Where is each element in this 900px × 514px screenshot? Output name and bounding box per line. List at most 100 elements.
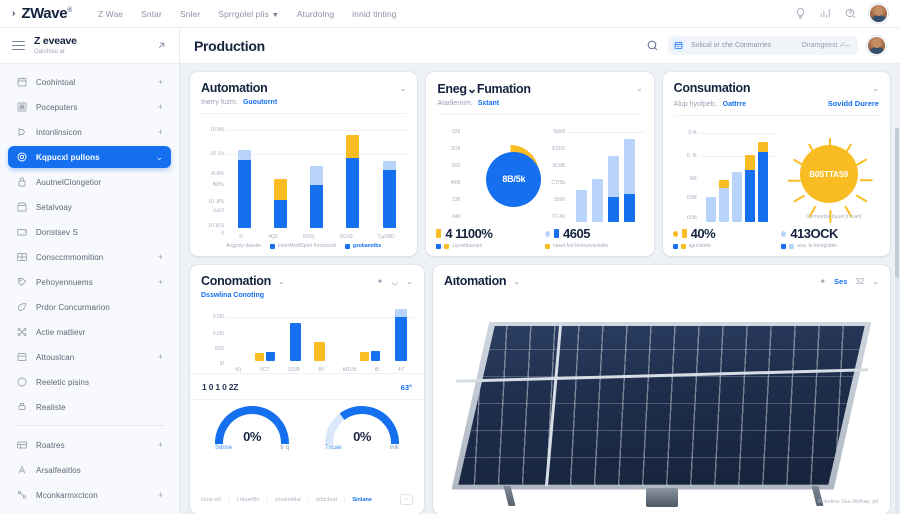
chevron-down-icon[interactable]: ⌄ [513,276,520,286]
sidebar-item-toggle-3[interactable]: ⌄ [155,151,163,162]
footer-item-2[interactable]: yioulmtdial [274,496,301,503]
bar-column-4[interactable] [382,120,396,228]
sidebar-item-7[interactable]: Consccmmomition + [8,246,171,268]
bar-column-1[interactable] [273,120,287,228]
donut-chart[interactable]: 8B/5k [482,144,542,207]
sidebar-item-toggle-7[interactable]: + [157,251,163,262]
footer-action-button[interactable]: ▫ [400,494,413,505]
legend-item-right[interactable]: ana, ts tomtgsttde [781,243,880,249]
card-consumption-action-link[interactable]: Sovidd Durere [827,99,879,108]
analytics-icon[interactable] [819,7,832,20]
sidebar-item-active[interactable]: Kqpucxl pullons ⌄ [8,146,171,168]
top-nav-item-3[interactable]: Sprrgolel plis ▼ [218,8,279,19]
top-nav-item-5[interactable]: innid tinting [352,8,397,19]
sparkle-icon[interactable]: ✦ [819,276,827,286]
sidebar-item-toggle-2[interactable]: + [157,126,163,137]
top-nav-item-1[interactable]: Sntar [141,8,162,19]
bar-column-0[interactable] [237,120,251,228]
idea-icon[interactable] [794,7,807,20]
sidebar-item-10[interactable]: Actie matlievr [8,321,171,343]
top-nav-item-2[interactable]: Snler [179,8,201,19]
menu-icon[interactable] [12,40,25,51]
bar-column-3[interactable] [313,305,325,361]
gauge-1[interactable]: 0% [325,406,399,444]
sidebar-item2-1[interactable]: Arsalfeaitlos [8,459,171,481]
top-nav-item-4[interactable]: Aturdolng [296,8,335,19]
sidebar-item2-toggle-0[interactable]: + [157,439,163,450]
vertical-scrollbar[interactable] [895,128,899,514]
refresh-icon[interactable]: ◡ [391,276,399,286]
bar-column-3[interactable] [623,121,635,222]
bar-column-5[interactable] [360,305,370,361]
sidebar-item-9[interactable]: Prdor Concurmarion [8,296,171,318]
sidebar-item2-0[interactable]: Roatres + [8,434,171,456]
sidebar-item-toggle-1[interactable]: + [157,101,163,112]
chevron-down-icon[interactable]: ⌄ [399,83,407,93]
card-consumption-subtitle-link[interactable]: Oattrre [722,101,746,108]
bar-column-0[interactable] [233,305,242,361]
card-automation-subtitle-link[interactable]: Guoutornt [242,99,278,106]
chevron-down-icon-2[interactable]: ⌄ [406,276,413,286]
search-input[interactable]: Solical or che Conmarries Onamgeest ·⁄— [668,36,858,55]
bar-column-4[interactable] [757,122,768,222]
sidebar-item-11[interactable]: Attouslcan + [8,346,171,368]
sparkle-icon[interactable]: ✦ [376,276,384,286]
expand-icon[interactable] [156,40,167,51]
sidebar-item-4[interactable]: AuutnelClongetior [8,171,171,193]
avatar[interactable] [867,36,886,55]
bar-column-1[interactable] [591,121,603,222]
sidebar-header[interactable]: Z eveave Oarchiso ar [0,28,179,64]
sidebar-item-13[interactable]: Realiste [8,396,171,418]
panel-tool-count[interactable]: 32 [855,276,865,286]
legend-item-2[interactable]: gsobanotbs [344,243,381,249]
sidebar-item-8[interactable]: Pehoyennuems + [8,271,171,293]
footer-item-0[interactable]: Gnia w0 [201,496,222,503]
sidebar-item-0[interactable]: Coohintoal + [8,71,171,93]
chevron-down-icon[interactable]: ⌄ [872,83,879,93]
top-nav-item-0[interactable]: Z Wae [97,8,124,19]
bar-column-0[interactable] [575,121,587,222]
legend-item-left[interactable]: agucbomt [672,243,772,249]
bar-column-4[interactable] [338,305,347,361]
sidebar-item2-2[interactable]: Mconkarmxctcon + [8,484,171,506]
bar-column-3[interactable] [346,120,360,228]
sun-icon[interactable]: B0STTAS9 [787,138,873,223]
card-conomation-subtitle-link[interactable]: Dsswlina Conoting [201,292,264,299]
gauge-cell-0[interactable]: 0% Sdnse tr q [200,406,304,487]
sidebar-item-2[interactable]: Intonlinsicon + [8,121,171,143]
bar-column-2[interactable] [607,121,619,222]
sidebar-item-toggle-8[interactable]: + [157,276,163,287]
brand-logo[interactable]: ZWave® [21,5,72,22]
bar-column-6[interactable] [395,305,408,361]
gauge-0[interactable]: 0% [215,406,289,444]
sidebar-item-toggle-11[interactable]: + [157,351,163,362]
gauge-cell-1[interactable]: 0% Tricae tnik [310,406,414,487]
footer-item-3[interactable]: pdtichud [316,496,337,503]
sidebar-item2-3[interactable]: dnes anutions [8,509,171,514]
sidebar-item-12[interactable]: Reeletic pisins [8,371,171,393]
card-energy-subtitle-link[interactable]: Sxtant [477,100,500,107]
legend-item-right[interactable]: naset fod fomazrvackelle [545,243,644,249]
avatar[interactable] [869,4,888,23]
legend-item-1[interactable]: ineerMivdOport forcooond [270,243,336,249]
sidebar-item2-toggle-2[interactable]: + [157,489,163,500]
search-icon[interactable] [646,39,659,52]
legend-item-left[interactable]: Lipsottharses [436,243,535,249]
solar-panel-illustration[interactable] [451,321,872,507]
help-icon[interactable] [844,7,857,20]
bar-column-1[interactable] [254,305,264,361]
footer-item-1[interactable]: Lnbuetflo [236,496,260,503]
bar-column-1[interactable] [718,122,729,222]
bar-column-0[interactable] [705,122,716,222]
bar-column-2[interactable] [289,305,301,361]
footer-item-4[interactable]: Sinlane [352,496,372,503]
filter-window-icon[interactable] [672,39,685,52]
bar-column-2[interactable] [731,122,742,222]
panel-tool-link[interactable]: Ses [834,276,848,286]
chevron-down-icon[interactable]: ⌄ [635,84,643,93]
collapse-caret-icon[interactable]: › [12,8,16,19]
sidebar-item-1[interactable]: Poceputers + [8,96,171,118]
legend-item-0[interactable]: Angpzly dasslte [226,243,261,249]
chevron-down-icon[interactable]: ⌄ [277,276,285,286]
sidebar-item-5[interactable]: Setalvoay [8,196,171,218]
